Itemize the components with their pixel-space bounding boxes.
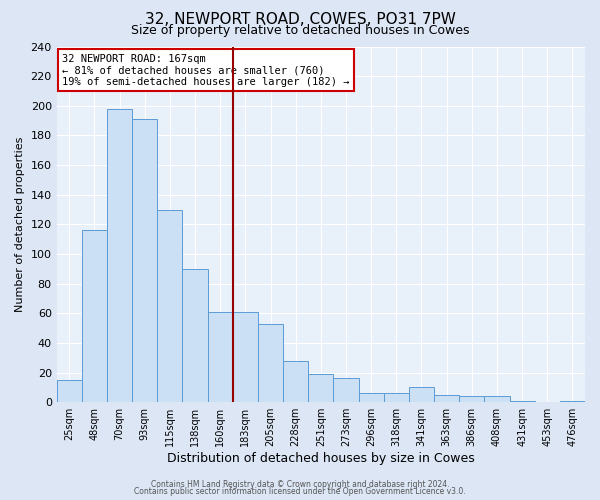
Bar (334, 378, 359, 402)
Bar (283, 360, 308, 402)
Y-axis label: Number of detached properties: Number of detached properties (15, 136, 25, 312)
Bar (409, 388, 434, 402)
Bar (384, 394, 409, 402)
Bar (208, 312, 233, 402)
Bar (258, 324, 283, 402)
Bar (233, 312, 258, 402)
Bar (434, 395, 459, 402)
Bar (459, 396, 484, 402)
Bar (359, 394, 384, 402)
Text: 32, NEWPORT ROAD, COWES, PO31 7PW: 32, NEWPORT ROAD, COWES, PO31 7PW (145, 12, 455, 28)
Bar (82, 230, 107, 402)
Text: Size of property relative to detached houses in Cowes: Size of property relative to detached ho… (131, 24, 469, 37)
Bar (182, 269, 208, 402)
Text: Contains public sector information licensed under the Open Government Licence v3: Contains public sector information licen… (134, 487, 466, 496)
Bar (107, 108, 132, 402)
Bar (56, 380, 82, 402)
Bar (560, 400, 585, 402)
Bar (484, 396, 509, 402)
Bar (132, 119, 157, 402)
Bar (157, 210, 182, 402)
Bar (308, 374, 334, 402)
Bar (509, 400, 535, 402)
X-axis label: Distribution of detached houses by size in Cowes: Distribution of detached houses by size … (167, 452, 475, 465)
Text: 32 NEWPORT ROAD: 167sqm
← 81% of detached houses are smaller (760)
19% of semi-d: 32 NEWPORT ROAD: 167sqm ← 81% of detache… (62, 54, 349, 87)
Text: Contains HM Land Registry data © Crown copyright and database right 2024.: Contains HM Land Registry data © Crown c… (151, 480, 449, 489)
